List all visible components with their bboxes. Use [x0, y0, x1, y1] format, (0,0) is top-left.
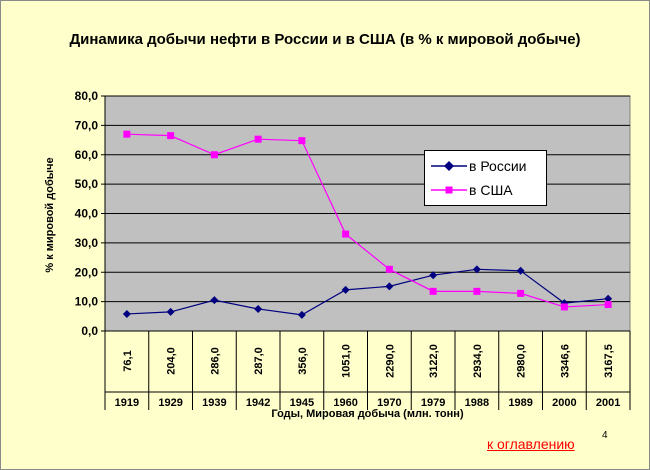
russia-series-line [126, 268, 609, 316]
table-of-contents-link[interactable]: к оглавлению [487, 436, 575, 452]
chart-title: Динамика добычи нефти в России и в США (… [69, 31, 581, 48]
year-label: 1979 [421, 397, 445, 409]
russia-data-point [604, 294, 613, 303]
chart-legend: в России в США [424, 150, 547, 206]
world-production-label: 2934,0 [472, 344, 484, 378]
russia-data-point [341, 285, 350, 294]
y-tick-label: 10,0 [75, 295, 99, 309]
year-label: 2000 [552, 397, 576, 409]
year-label: 1939 [202, 397, 226, 409]
usa-data-point [473, 287, 481, 295]
world-production-label: 287,0 [253, 347, 265, 375]
usa-data-point [385, 265, 393, 273]
y-tick-label: 80,0 [75, 89, 99, 103]
usa-data-point [123, 130, 131, 138]
usa-data-point [560, 303, 568, 311]
world-production-label: 3346,6 [559, 344, 571, 378]
x-axis-label: Годы, Мировая добыча (млн. тонн) [271, 408, 464, 420]
usa-data-point [517, 289, 525, 297]
russia-data-point [122, 309, 131, 318]
year-label: 1919 [115, 397, 139, 409]
world-production-label: 204,0 [166, 347, 178, 375]
legend-russia-marker-icon [431, 161, 467, 171]
usa-data-point [429, 287, 437, 295]
year-label: 1945 [290, 397, 314, 409]
world-production-label: 2290,0 [384, 344, 396, 378]
legend-item-russia: в России [425, 156, 546, 178]
russia-data-point [166, 307, 175, 316]
world-production-label: 1051,0 [341, 344, 353, 378]
y-tick-label: 20,0 [75, 265, 99, 279]
y-tick-label: 0,0 [81, 324, 98, 338]
page-number: 4 [602, 430, 608, 441]
world-production-label: 356,0 [297, 347, 309, 375]
usa-data-point [210, 151, 218, 159]
y-tick-label: 50,0 [75, 177, 99, 191]
usa-data-point [254, 135, 262, 143]
world-production-label: 3167,5 [603, 344, 615, 378]
year-label: 1942 [246, 397, 270, 409]
year-label: 1988 [465, 397, 489, 409]
year-label: 1960 [333, 397, 357, 409]
year-label: 1970 [377, 397, 401, 409]
russia-data-point [254, 304, 263, 313]
world-production-label: 3122,0 [428, 344, 440, 378]
usa-data-point [167, 132, 175, 140]
usa-data-point [342, 230, 350, 238]
usa-data-point [604, 301, 612, 309]
usa-series-line [126, 133, 609, 308]
russia-data-point [516, 266, 525, 275]
year-label: 1929 [158, 397, 182, 409]
russia-data-point [472, 265, 481, 274]
legend-usa-label: в США [469, 182, 513, 198]
russia-data-point [297, 310, 306, 319]
legend-usa-marker-icon [431, 186, 467, 194]
world-production-label: 76,1 [122, 350, 134, 371]
world-production-label: 2980,0 [516, 344, 528, 378]
y-tick-label: 60,0 [75, 148, 99, 162]
russia-data-point [210, 296, 219, 305]
usa-data-point [298, 137, 306, 145]
year-label: 1989 [508, 397, 532, 409]
russia-data-point [429, 271, 438, 280]
year-label: 2001 [596, 397, 620, 409]
y-tick-label: 40,0 [75, 207, 99, 221]
legend-russia-label: в России [469, 158, 527, 174]
y-axis-label: % к мировой добыче [44, 157, 56, 273]
y-tick-label: 70,0 [75, 118, 99, 132]
legend-item-usa: в США [425, 180, 546, 202]
y-tick-label: 30,0 [75, 236, 99, 250]
world-production-label: 286,0 [209, 347, 221, 375]
russia-data-point [385, 282, 394, 291]
